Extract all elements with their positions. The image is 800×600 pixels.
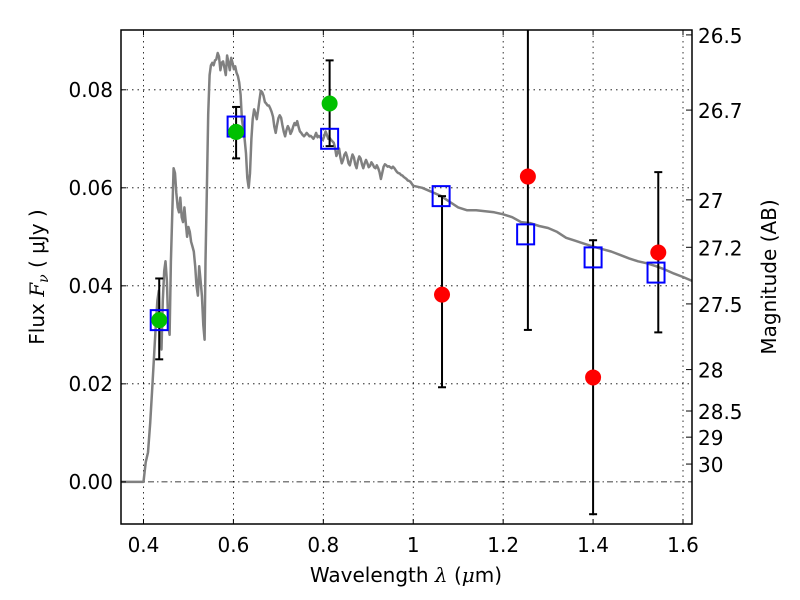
x-tick-label: 1.2 xyxy=(487,533,519,557)
y2-tick-label: 27.5 xyxy=(698,293,743,317)
y-axis-label: Flux Fν ( μJy ) xyxy=(25,209,52,344)
observed-point-green xyxy=(228,123,245,140)
y2-tick-label: 27 xyxy=(698,189,723,213)
observed-point-green xyxy=(151,312,168,329)
observed-point-red xyxy=(434,286,451,303)
y2-tick-label: 28 xyxy=(698,359,723,383)
x-tick-label: 0.8 xyxy=(307,533,339,557)
y-tick-label: 0.06 xyxy=(68,176,113,200)
y-tick-label: 0.00 xyxy=(68,470,113,494)
plot-frame xyxy=(120,29,693,525)
y2-tick-label: 26.5 xyxy=(698,24,743,48)
y2-axis: 26.5 26.7 27 27.2 27.5 28 28.529 30 xyxy=(686,24,743,477)
model-point-square xyxy=(149,309,169,332)
spectrum-group xyxy=(121,51,692,484)
plot-area xyxy=(121,30,692,524)
observed-point-red xyxy=(519,168,536,185)
model-point-square xyxy=(646,261,666,284)
y2-tick-label: 27.2 xyxy=(698,236,743,260)
y-tick-label: 0.04 xyxy=(68,274,113,298)
observed-point-red xyxy=(650,244,667,261)
x-tick-label: 1.6 xyxy=(667,533,699,557)
y2-tick-label: 28.5 xyxy=(698,400,743,424)
y-tick-label: 0.08 xyxy=(68,78,113,102)
y-tick-label: 0.02 xyxy=(68,372,113,396)
x-tick-label: 0.4 xyxy=(128,533,160,557)
markers-group xyxy=(149,95,667,386)
observed-point-red xyxy=(585,369,602,386)
model-point-square xyxy=(583,246,603,269)
model-point-square xyxy=(320,127,340,150)
y2-tick-label: 26.7 xyxy=(698,99,743,123)
observed-point-green xyxy=(321,95,338,112)
x-axis-label: Wavelength λ (μm) xyxy=(310,563,502,587)
x-axis: 0.4 0.6 0.8 1 1.2 1.4 1.6 xyxy=(128,30,699,557)
y2-tick-label: 30 xyxy=(698,453,723,477)
spectrum-line xyxy=(121,51,692,484)
y2-axis-label: Magnitude (AB) xyxy=(757,199,781,354)
y2-tick-label: 29 xyxy=(698,426,723,450)
model-point-square xyxy=(431,185,451,208)
y-axis: 0.00 0.02 0.04 0.06 0.08 xyxy=(68,78,126,494)
model-point-square xyxy=(516,223,536,246)
x-tick-label: 0.6 xyxy=(217,533,249,557)
x-tick-label: 1 xyxy=(407,533,420,557)
x-tick-label: 1.4 xyxy=(577,533,609,557)
